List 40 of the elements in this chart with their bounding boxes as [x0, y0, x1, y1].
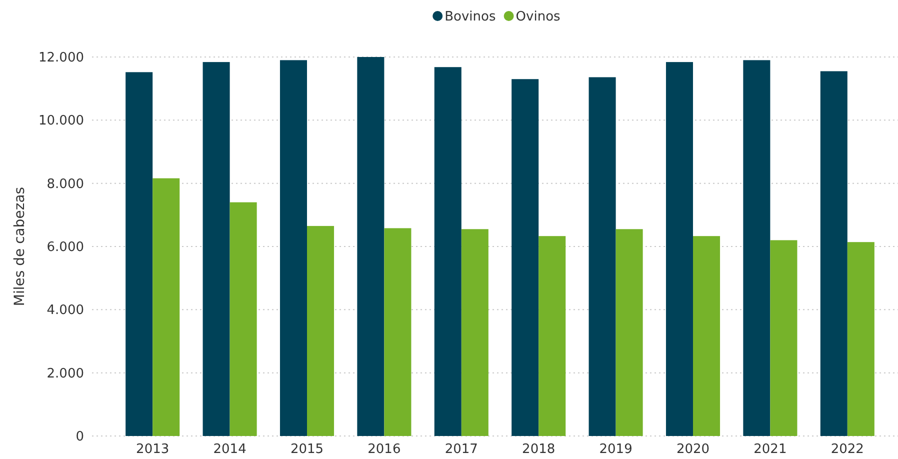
y-axis-title: Miles de cabezas: [12, 186, 28, 306]
bar: [666, 62, 693, 436]
x-tick-label: 2021: [754, 442, 787, 457]
bar: [461, 229, 488, 436]
bar: [152, 178, 180, 436]
bar: [512, 79, 539, 436]
y-tick-label: 6.000: [46, 240, 84, 256]
x-tick-label: 2017: [444, 442, 478, 457]
y-tick-label: 12.000: [38, 50, 84, 66]
legend-label: Ovinos: [516, 10, 561, 25]
bar: [693, 236, 720, 436]
y-tick-label: 0: [76, 430, 84, 445]
bar: [770, 240, 798, 436]
bar: [538, 236, 566, 436]
x-tick-label: 2022: [830, 442, 864, 457]
x-tick-label: 2018: [522, 442, 556, 457]
bar: [280, 60, 307, 436]
bar: [820, 71, 848, 436]
bar: [384, 228, 412, 436]
bar: [588, 77, 616, 436]
x-tick-label: 2015: [290, 442, 324, 457]
bar: [743, 60, 770, 436]
bar: [434, 67, 462, 436]
y-tick-label: 2.000: [46, 366, 84, 382]
x-tick-label: 2014: [213, 442, 246, 457]
x-tick-label: 2019: [599, 442, 632, 457]
bar: [357, 57, 384, 436]
y-tick-label: 10.000: [38, 114, 84, 129]
bar: [616, 229, 643, 436]
x-tick-label: 2016: [368, 442, 401, 457]
legend-label: Bovinos: [444, 10, 496, 25]
y-tick-label: 4.000: [46, 303, 84, 318]
bar: [202, 62, 230, 436]
y-tick-label: 8.000: [46, 176, 84, 192]
bar: [847, 242, 874, 436]
x-tick-label: 2020: [676, 442, 710, 457]
bar: [126, 72, 153, 436]
bar: [307, 226, 334, 436]
bar: [230, 202, 257, 436]
x-tick-label: 2013: [136, 442, 170, 457]
